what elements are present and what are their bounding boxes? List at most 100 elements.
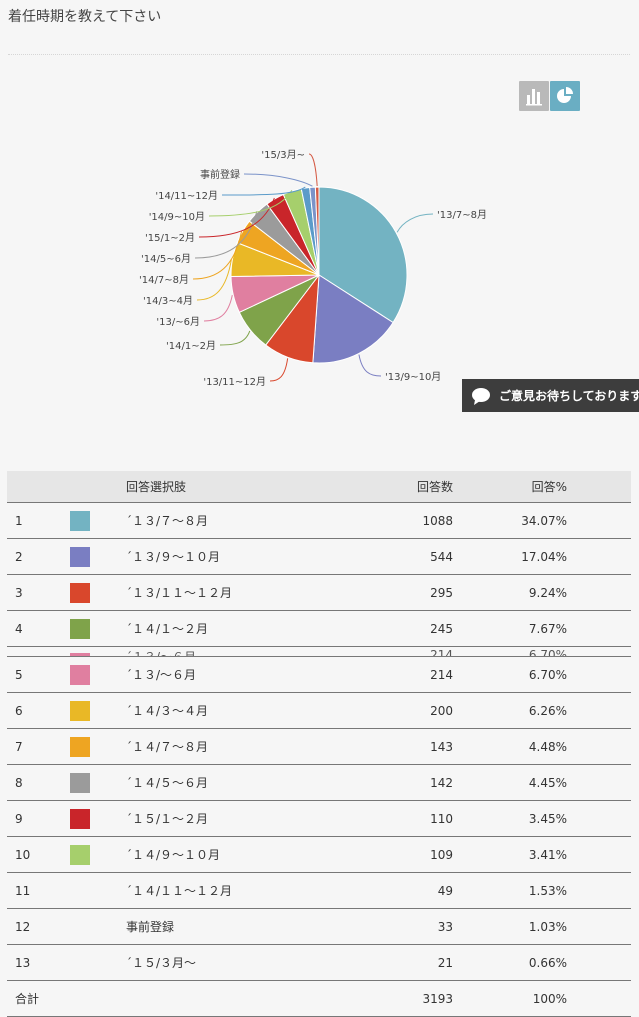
leader-line xyxy=(196,259,232,301)
slice-label: '14/9~10月 xyxy=(149,211,205,223)
row-count: 245 xyxy=(430,621,453,636)
row-percent: 7.67% xyxy=(528,621,567,636)
row-choice: ´１５/１～２月 xyxy=(126,812,209,826)
leader-line xyxy=(203,294,233,322)
row-number: 6 xyxy=(15,703,23,718)
table-row: 13 ´１５/３月～ 21 0.66% xyxy=(7,945,631,981)
pie-chart: '13/7~8月 '13/9~10月 '13/11~12月 '14/1~2月 '13/~… xyxy=(139,149,487,388)
row-percent: 34.07% xyxy=(521,513,567,528)
pie-slice[interactable] xyxy=(312,274,394,364)
row-number: 13 xyxy=(15,955,31,970)
total-label: 合計 xyxy=(15,992,40,1006)
row-number: 8 xyxy=(15,775,23,790)
row-number: 7 xyxy=(15,739,23,754)
row-count: 295 xyxy=(430,585,453,600)
leader-line xyxy=(269,358,289,382)
color-swatch xyxy=(70,575,90,610)
table-row: 7 ´１４/７～８月 143 4.48% xyxy=(7,729,631,765)
row-count: 214 xyxy=(430,667,453,682)
row-number: 10 xyxy=(15,847,31,862)
slice-label: '14/11~12月 xyxy=(155,190,218,202)
row-number: 11 xyxy=(15,883,31,898)
slice-label: '15/3月~ xyxy=(261,149,305,161)
row-percent: 0.66% xyxy=(528,955,567,970)
table-row: 10 ´１４/９～１０月 109 3.41% xyxy=(7,837,631,873)
row-percent: 3.41% xyxy=(528,847,567,862)
row-count: 1088 xyxy=(422,513,453,528)
repeated-row-fragment: ´１３/～６月 214 6.70% xyxy=(7,647,631,657)
slice-label: '14/3~4月 xyxy=(143,295,193,307)
row-percent: 4.48% xyxy=(528,739,567,754)
row-choice: ´１４/７～８月 xyxy=(126,740,209,754)
color-swatch xyxy=(70,693,90,728)
divider xyxy=(8,54,630,55)
slice-label: '13/7~8月 xyxy=(437,209,487,221)
row-number: 3 xyxy=(15,585,23,600)
color-swatch xyxy=(70,837,90,872)
results-table: 回答選択肢 回答数 回答% 1 ´１３/７～８月 1088 34.07% 2 ´１３/９～… xyxy=(7,471,631,1017)
row-percent: 1.03% xyxy=(528,919,567,934)
leader-line xyxy=(308,153,318,187)
slice-label: '14/1~2月 xyxy=(166,340,216,352)
row-choice: ´１４/３～４月 xyxy=(126,704,209,718)
row-choice: ´１３/７～８月 xyxy=(126,514,209,528)
leader-line xyxy=(208,189,293,217)
color-swatch xyxy=(70,503,90,538)
row-percent: 4.45% xyxy=(528,775,567,790)
header-percent: 回答% xyxy=(531,480,567,494)
header-choice: 回答選択肢 xyxy=(126,480,187,494)
row-percent: 1.53% xyxy=(528,883,567,898)
row-count: 544 xyxy=(430,549,453,564)
feedback-label: ご意見お待ちしております xyxy=(499,389,639,403)
table-row: 11 ´１４/１１～１２月 49 1.53% xyxy=(7,873,631,909)
slice-label: '14/7~8月 xyxy=(139,274,189,286)
table-row: 3 ´１３/１１～１２月 295 9.24% xyxy=(7,575,631,611)
row-count: 142 xyxy=(430,775,453,790)
table-row: 12 事前登録 33 1.03% xyxy=(7,909,631,945)
row-choice: ´１５/３月～ xyxy=(126,956,197,970)
row-count: 110 xyxy=(430,811,453,826)
slice-label: '13/11~12月 xyxy=(203,376,266,388)
total-count: 3193 xyxy=(422,991,453,1006)
row-count: 49 xyxy=(437,883,453,898)
color-swatch xyxy=(70,801,90,836)
color-swatch xyxy=(70,539,90,574)
feedback-button[interactable]: ご意見お待ちしております xyxy=(462,379,639,412)
slice-label: '14/5~6月 xyxy=(141,253,191,265)
color-swatch xyxy=(70,657,90,692)
slice-label: '15/1~2月 xyxy=(145,232,195,244)
slice-label: '13/9~10月 xyxy=(385,371,441,383)
bar-chart-button[interactable] xyxy=(519,81,549,111)
table-row: 2 ´１３/９～１０月 544 17.04% xyxy=(7,539,631,575)
row-number: 2 xyxy=(15,549,23,564)
bar-chart-icon xyxy=(526,89,542,106)
table-row: 8 ´１４/５～６月 142 4.45% xyxy=(7,765,631,801)
color-swatch xyxy=(70,611,90,646)
slice-label: '13/~6月 xyxy=(156,316,200,328)
row-count: 21 xyxy=(437,955,453,970)
row-percent: 6.26% xyxy=(528,703,567,718)
color-swatch xyxy=(70,729,90,764)
row-percent: 6.70% xyxy=(528,667,567,682)
table-row: 5 ´１３/～６月 214 6.70% xyxy=(7,657,631,693)
total-percent: 100% xyxy=(532,991,567,1006)
leader-line xyxy=(243,173,313,187)
row-number: 9 xyxy=(15,811,23,826)
table-total-row: 合計 3193 100% xyxy=(7,981,631,1017)
question-title: 着任時期を教えて下さい xyxy=(8,9,162,25)
pie-slice[interactable] xyxy=(314,186,320,276)
header-count: 回答数 xyxy=(416,480,453,494)
row-number: 4 xyxy=(15,621,23,636)
leader-line xyxy=(198,197,275,238)
leader-line xyxy=(219,330,251,346)
table-row: 6 ´１４/３～４月 200 6.26% xyxy=(7,693,631,729)
row-choice: ´１４/１～２月 xyxy=(126,622,209,636)
leader-line xyxy=(358,354,382,377)
leader-line xyxy=(221,186,306,196)
row-choice: ´１３/９～１０月 xyxy=(126,550,221,564)
leader-line xyxy=(396,213,434,233)
leader-line xyxy=(192,230,243,280)
row-count: 109 xyxy=(430,847,453,862)
row-percent: 3.45% xyxy=(528,811,567,826)
pie-chart-button[interactable] xyxy=(550,81,580,111)
